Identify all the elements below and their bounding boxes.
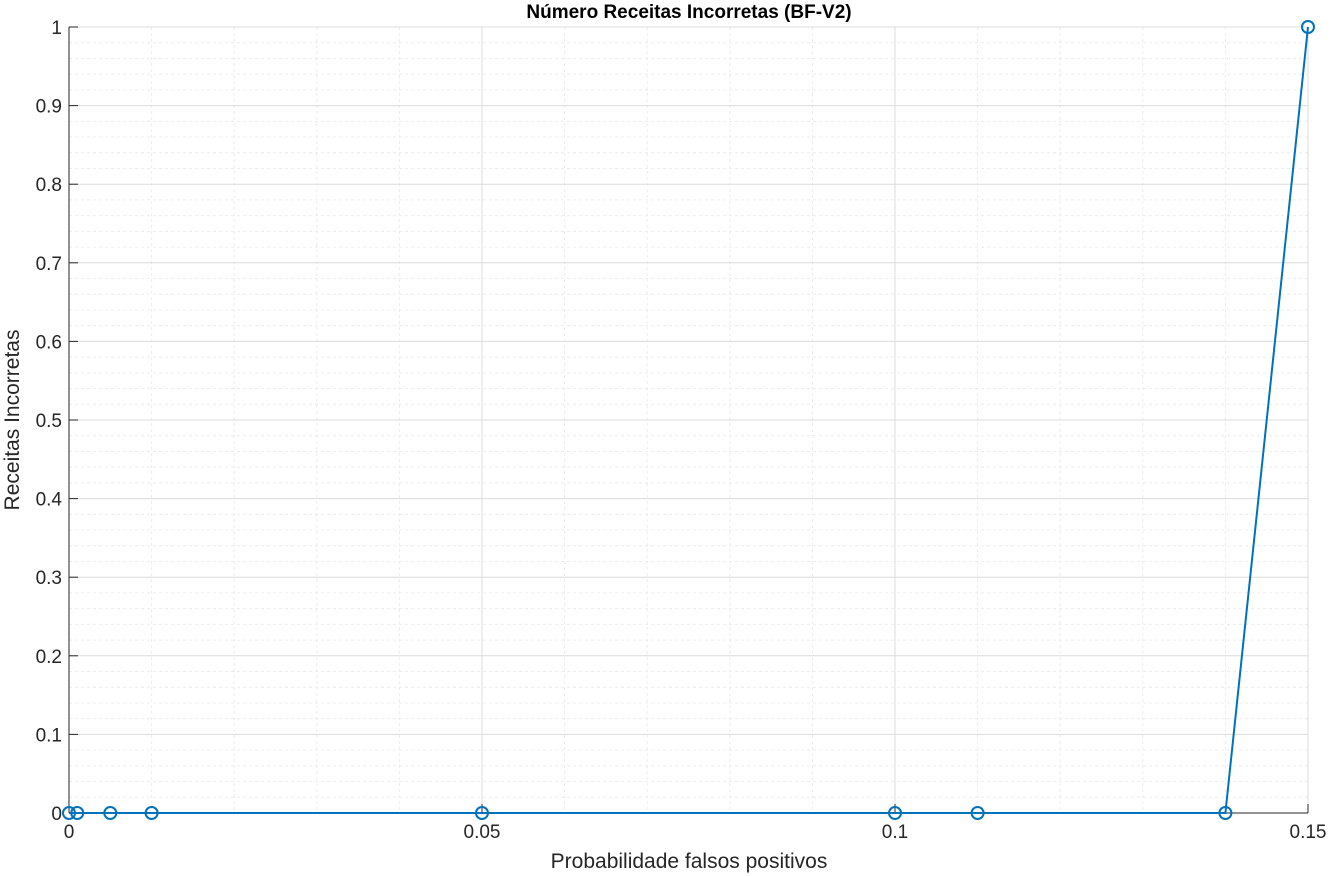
y-tick-label: 0.8 bbox=[36, 175, 62, 196]
data-point-marker bbox=[62, 806, 76, 820]
y-tick-label: 1 bbox=[51, 18, 62, 39]
y-tick-label: 0 bbox=[51, 804, 62, 825]
data-point-marker bbox=[1301, 20, 1315, 34]
minor-grid bbox=[69, 27, 1308, 813]
data-point-marker bbox=[70, 806, 85, 820]
data-point-marker bbox=[888, 806, 902, 820]
y-tick-label: 0.1 bbox=[36, 725, 62, 746]
x-axis-label: Probabilidade falsos positivos bbox=[551, 850, 828, 873]
data-point-marker bbox=[144, 806, 159, 820]
y-tick-label: 0.3 bbox=[36, 568, 62, 589]
major-grid bbox=[68, 26, 1309, 814]
y-tick-label: 0.4 bbox=[36, 490, 63, 511]
y-tick-label: 0.9 bbox=[36, 97, 62, 118]
tick-labels: 0 0.05 0.1 0.15 0 0.1 0.2 0.3 0.4 0.5 0.6 0.7 0.8 0.9… bbox=[36, 18, 1327, 843]
x-tick-label: 0 bbox=[64, 822, 75, 843]
data-point-marker bbox=[1218, 806, 1233, 820]
y-tick-label: 0.2 bbox=[36, 647, 62, 668]
y-tick-label: 0.5 bbox=[36, 411, 62, 432]
x-tick-label: 0.15 bbox=[1290, 822, 1327, 843]
chart-title: Número Receitas Incorretas (BF-V2) bbox=[526, 2, 851, 23]
y-axis-label: Receitas Incorretas bbox=[1, 330, 24, 511]
series-line bbox=[69, 26, 1309, 814]
x-tick-label: 0.1 bbox=[882, 822, 908, 843]
data-point-marker bbox=[475, 806, 489, 820]
x-tick-label: 0.05 bbox=[464, 822, 501, 843]
y-tick-label: 0.6 bbox=[36, 332, 62, 353]
data-point-marker bbox=[103, 806, 118, 820]
y-tick-label: 0.7 bbox=[36, 254, 62, 275]
data-point-marker bbox=[970, 806, 985, 820]
data-series bbox=[62, 20, 1315, 820]
